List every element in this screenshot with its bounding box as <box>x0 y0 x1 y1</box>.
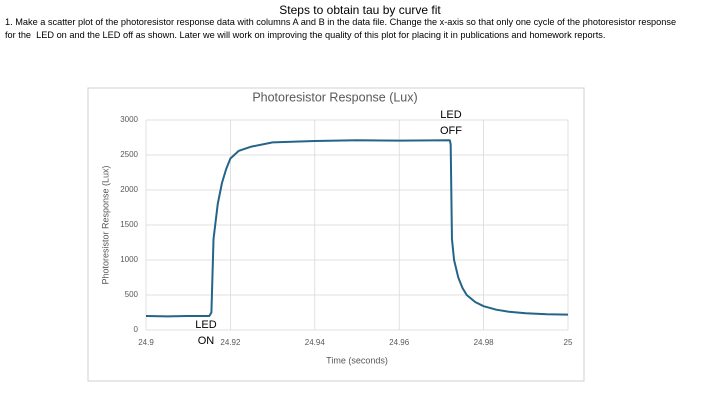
annotation: LED <box>440 109 461 121</box>
x-tick-label: 24.92 <box>220 338 241 347</box>
annotation: OFF <box>440 125 462 137</box>
x-tick-label: 24.96 <box>389 338 410 347</box>
annotation: LED <box>195 319 216 331</box>
y-tick-label: 2000 <box>120 185 138 194</box>
y-axis-label: Photoresistor Response (Lux) <box>100 165 110 284</box>
x-tick-label: 24.94 <box>305 338 326 347</box>
y-tick-label: 1500 <box>120 220 138 229</box>
y-tick-label: 500 <box>125 290 139 299</box>
x-tick-label: 24.9 <box>138 338 154 347</box>
instruction-line: for the LED on and the LED off as shown.… <box>5 30 606 40</box>
y-tick-label: 2500 <box>120 150 138 159</box>
data-line <box>145 139 569 318</box>
x-tick-label: 25 <box>564 338 573 347</box>
x-axis-label: Time (seconds) <box>326 355 388 365</box>
x-tick-label: 24.98 <box>474 338 495 347</box>
chart-title: Photoresistor Response (Lux) <box>252 90 417 104</box>
chart-frame <box>87 87 585 382</box>
y-tick-label: 1000 <box>120 255 138 264</box>
annotation: ON <box>198 335 215 347</box>
slide-title: Steps to obtain tau by curve fit <box>279 3 441 17</box>
y-tick-label: 3000 <box>120 115 138 124</box>
y-tick-label: 0 <box>134 325 139 334</box>
instruction-line: 1. Make a scatter plot of the photoresis… <box>5 17 677 27</box>
